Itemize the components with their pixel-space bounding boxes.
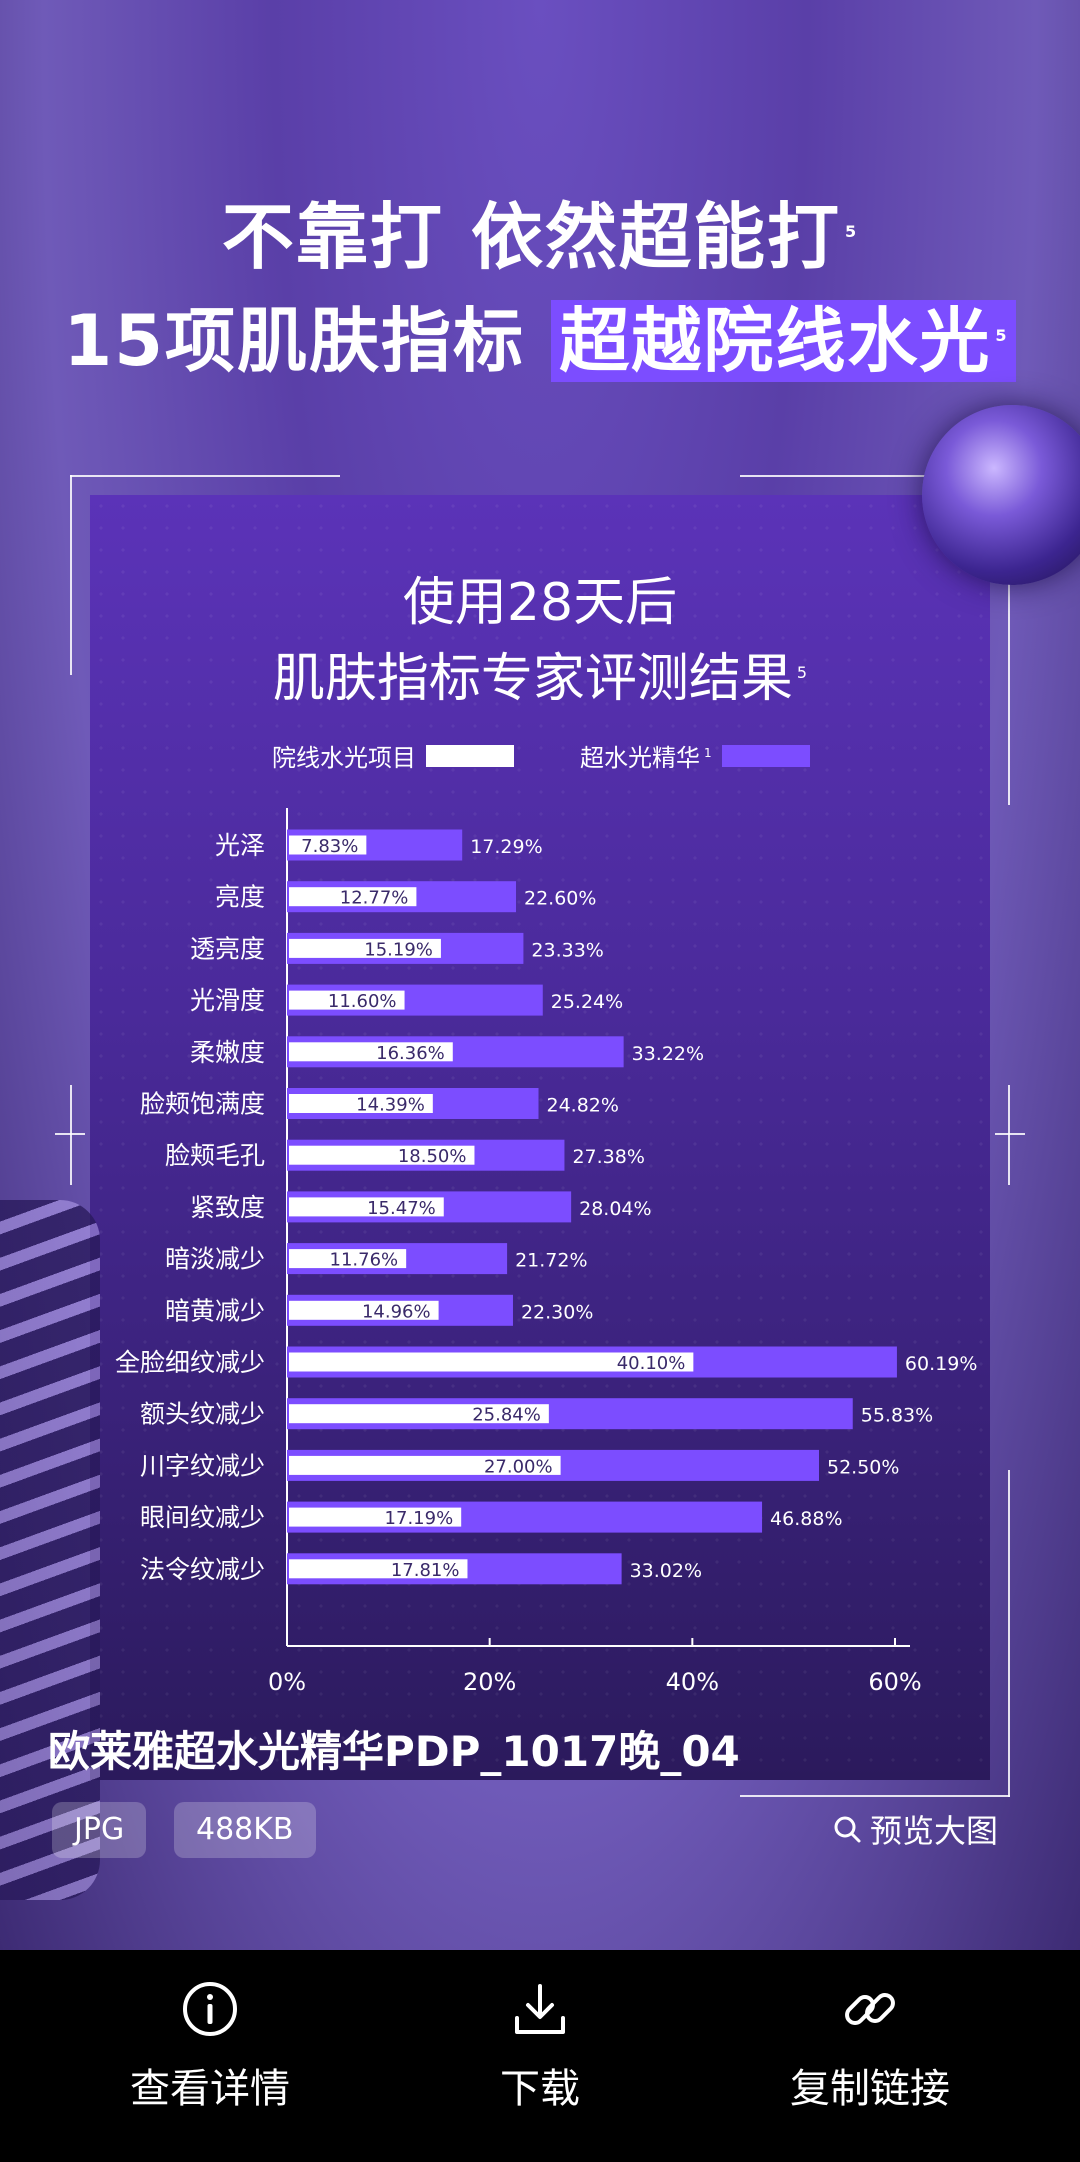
bar-serum-label: 22.30%	[521, 1301, 593, 1323]
headline-line-1: 不靠打 依然超能打 5	[221, 195, 859, 279]
search-icon	[834, 1816, 861, 1843]
bar-clinic-label: 18.50%	[398, 1146, 467, 1167]
legend-item-clinic: 院线水光项目	[272, 738, 514, 773]
bar-serum-label: 27.38%	[572, 1146, 644, 1168]
download-icon	[515, 1984, 565, 2034]
frame-corner-line	[740, 1795, 1010, 1797]
category-label: 暗黄减少	[165, 1296, 265, 1325]
frame-corner-line	[70, 475, 340, 477]
bar-serum-label: 33.22%	[632, 1043, 704, 1065]
frame-tick	[70, 1085, 72, 1185]
category-label: 脸颊毛孔	[165, 1141, 265, 1170]
category-label: 透亮度	[190, 934, 265, 963]
headline-line-2: 15项肌肤指标 超越院线水光 5	[0, 285, 1080, 386]
copy-link-button[interactable]: 复制链接	[690, 1980, 1050, 2114]
legend-item-serum: 超水光精华 1	[580, 738, 810, 773]
image-preview[interactable]: 不靠打 依然超能打 5 15项肌肤指标 超越院线水光 5 使用28天后 肌肤指标专家…	[0, 0, 1080, 1950]
category-label: 眼间纹减少	[140, 1503, 265, 1532]
bar-serum-label: 24.82%	[547, 1095, 619, 1117]
bar-serum-label: 25.24%	[551, 991, 623, 1013]
category-label: 光泽	[215, 831, 265, 860]
bar-clinic	[289, 1094, 433, 1113]
decorative-crystal	[0, 1200, 100, 1900]
bar-clinic-label: 11.60%	[328, 991, 397, 1012]
bar-clinic-label: 17.19%	[385, 1508, 454, 1529]
legend-swatch-purple	[721, 744, 810, 767]
frame-corner-line	[740, 475, 1010, 477]
panel-title-1: 使用28天后	[402, 573, 678, 633]
bar-serum-label: 52.50%	[827, 1456, 899, 1478]
bar-clinic	[289, 1145, 475, 1165]
preview-large-button[interactable]: 预览大图	[832, 1806, 998, 1852]
bar-serum-label: 23.33%	[531, 939, 603, 961]
bar-serum-label: 46.88%	[770, 1508, 842, 1530]
frame-corner-line	[70, 475, 72, 675]
bar-chart: 0% 20% 40% 60% 光泽 7.83% 17.29% 亮度 12.77% 22.60% 透亮…	[115, 808, 977, 1696]
bar-clinic	[289, 990, 405, 1010]
bar-clinic	[289, 1507, 462, 1527]
category-label: 脸颊饱满度	[140, 1090, 265, 1119]
bar-clinic	[289, 1352, 694, 1372]
bar-clinic-label: 17.81%	[391, 1560, 460, 1581]
bar-serum-label: 17.29%	[470, 836, 542, 858]
file-type-tag: JPG	[52, 1802, 147, 1858]
x-tick-label: 20%	[463, 1668, 516, 1696]
panel-title-2: 肌肤指标专家评测结果 5	[272, 649, 808, 709]
file-size-tag: 488KB	[174, 1802, 316, 1858]
bar-clinic-label: 27.00%	[484, 1456, 553, 1477]
bar-clinic-label: 14.39%	[356, 1095, 425, 1116]
info-icon	[183, 1982, 237, 2036]
bar-clinic-label: 11.76%	[330, 1250, 399, 1271]
action-bar: 查看详情 下载 复制链接	[0, 1950, 1080, 2162]
frame-corner-line	[1008, 1470, 1010, 1797]
download-button[interactable]: 下载	[360, 1980, 720, 2114]
bar-clinic-label: 15.47%	[367, 1198, 436, 1219]
bar-clinic	[289, 938, 441, 958]
bar-clinic	[289, 1300, 439, 1320]
bar-clinic-label: 40.10%	[617, 1353, 686, 1374]
headline-highlight: 超越院线水光 5	[551, 300, 1017, 382]
category-label: 暗淡减少	[165, 1245, 265, 1274]
bar-clinic	[289, 887, 417, 907]
decorative-sphere	[922, 405, 1080, 585]
bar-clinic-label: 12.77%	[340, 888, 409, 909]
bar-clinic-label: 14.96%	[362, 1301, 431, 1322]
category-label: 川字纹减少	[140, 1451, 265, 1480]
bar-clinic	[289, 1197, 444, 1217]
bar-clinic-label: 16.36%	[376, 1043, 445, 1064]
bar-serum-label: 60.19%	[905, 1353, 977, 1375]
bar-serum-label: 55.83%	[861, 1405, 933, 1427]
bar-clinic	[289, 1249, 407, 1269]
bar-clinic	[289, 1042, 453, 1062]
bar-serum-label: 28.04%	[579, 1198, 651, 1220]
category-label: 亮度	[215, 883, 265, 912]
bar-clinic-label: 25.84%	[472, 1405, 541, 1426]
bar-serum-label: 33.02%	[630, 1560, 702, 1582]
link-icon	[845, 1993, 895, 2025]
x-tick-label: 40%	[666, 1668, 719, 1696]
view-details-button[interactable]: 查看详情	[30, 1980, 390, 2114]
x-tick-label: 60%	[868, 1668, 921, 1696]
category-label: 全脸细纹减少	[115, 1348, 265, 1377]
bar-clinic-label: 15.19%	[364, 939, 433, 960]
image-caption: 欧莱雅超水光精华PDP_1017晚_04	[48, 1727, 740, 1776]
category-label: 额头纹减少	[140, 1400, 265, 1429]
category-label: 柔嫩度	[190, 1038, 265, 1067]
category-label: 法令纹减少	[140, 1555, 265, 1584]
frame-tick	[1008, 1085, 1010, 1185]
frame-tick	[995, 1133, 1025, 1135]
bar-clinic	[289, 1404, 549, 1424]
category-label: 紧致度	[190, 1193, 265, 1222]
bar-clinic	[289, 1559, 468, 1579]
bar-serum-label: 21.72%	[515, 1250, 587, 1272]
bar-serum-label: 22.60%	[524, 888, 596, 910]
bar-clinic	[289, 835, 367, 855]
bar-clinic	[289, 1455, 561, 1475]
category-label: 光滑度	[190, 986, 265, 1015]
legend-swatch-white	[426, 744, 514, 767]
x-tick-label: 0%	[268, 1668, 306, 1696]
frame-corner-line	[1008, 475, 1010, 805]
bar-clinic-label: 7.83%	[301, 836, 358, 857]
